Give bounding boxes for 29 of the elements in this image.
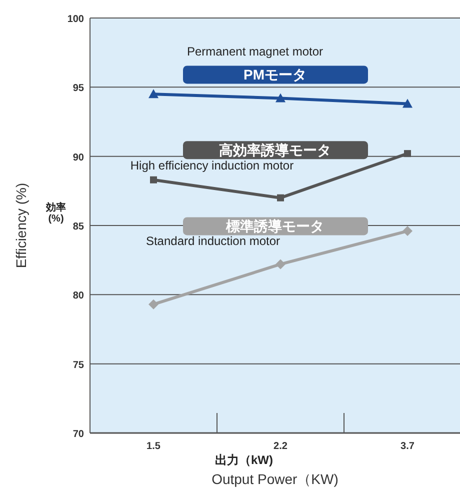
point <box>148 89 158 98</box>
text: 出力（kW) <box>215 453 273 467</box>
y-tick-label: 80 <box>72 290 84 302</box>
y-axis-title: Efficiency (%) <box>13 182 29 268</box>
point <box>148 299 158 310</box>
y-tick-label: 75 <box>72 360 84 371</box>
x-axis-title: Output Power（KW) <box>212 471 338 487</box>
annotation: High efficiency induction motor <box>130 158 294 172</box>
point <box>276 259 286 270</box>
x-tick-label: 3.7 <box>400 441 415 452</box>
point <box>276 93 286 102</box>
y-tick-label: 100 <box>67 14 84 25</box>
y-tick-label: 85 <box>72 222 84 232</box>
y-tick-label: 95 <box>72 83 84 94</box>
series-label: PMモータ <box>244 66 306 83</box>
point <box>402 226 412 236</box>
series-label: 高効率誘導モータ <box>219 142 331 158</box>
x-tick-label: 2.2 <box>274 441 288 452</box>
annotation: Permanent magnet motor <box>186 44 324 58</box>
y-tick-label: 70 <box>72 429 84 440</box>
point <box>404 150 411 158</box>
annotation: Standard induction motor <box>146 234 280 248</box>
point <box>277 194 284 202</box>
series-label: 標準誘導モータ <box>225 218 324 234</box>
point <box>402 98 412 108</box>
text: 効率 (%) <box>45 201 66 224</box>
x-tick-label: 1.5 <box>146 441 161 452</box>
y-tick-label: 90 <box>72 152 84 164</box>
point <box>150 176 157 184</box>
